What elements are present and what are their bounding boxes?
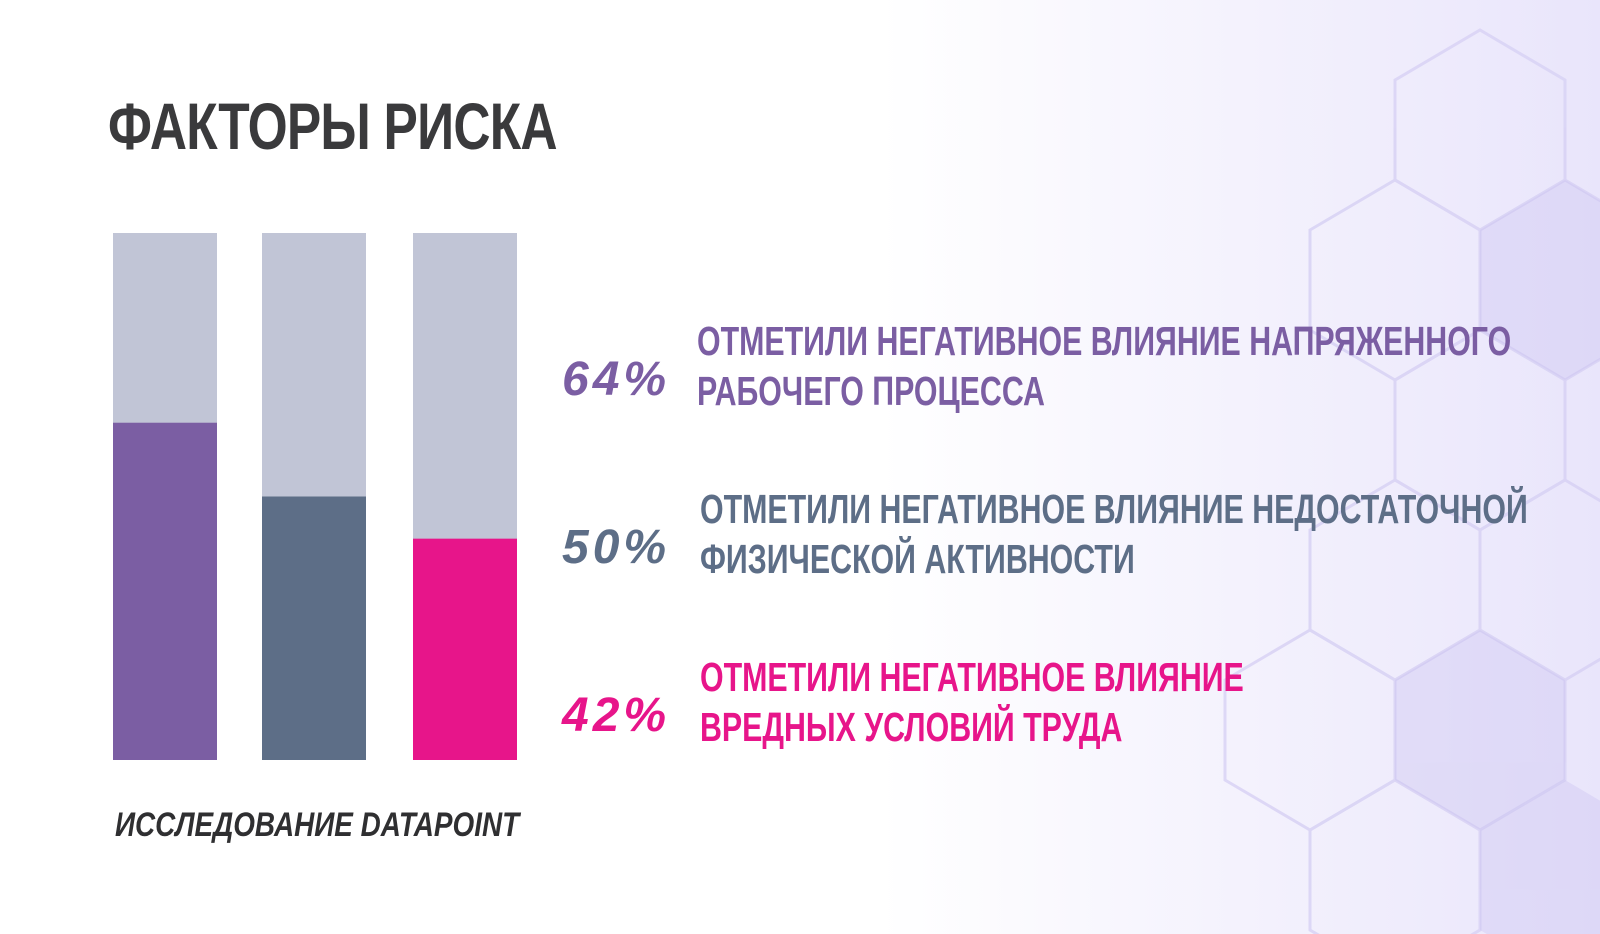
description-2-line-1: ОТМЕТИЛИ НЕГАТИВНОЕ ВЛИЯНИЕ НЕДОСТАТОЧНО… [700,486,1528,532]
source-note: ИССЛЕДОВАНИЕ DATAPOINT [115,806,520,844]
description-1-line-1: ОТМЕТИЛИ НЕГАТИВНОЕ ВЛИЯНИЕ НАПРЯЖЕННОГО [697,318,1512,364]
description-3-line-1: ОТМЕТИЛИ НЕГАТИВНОЕ ВЛИЯНИЕ [700,654,1244,700]
bar-1 [113,422,217,760]
bar-2 [262,496,366,760]
percent-label-2: 50% [562,521,671,574]
page-title: ФАКТОРЫ РИСКА [108,89,558,163]
description-3: ОТМЕТИЛИ НЕГАТИВНОЕ ВЛИЯНИЕ ВРЕДНЫХ УСЛО… [700,652,1244,752]
description-2: ОТМЕТИЛИ НЕГАТИВНОЕ ВЛИЯНИЕ НЕДОСТАТОЧНО… [700,484,1528,584]
percent-label-3: 42% [562,689,671,742]
description-2-line-2: ФИЗИЧЕСКОЙ АКТИВНОСТИ [700,536,1135,582]
percent-label-1: 64% [562,353,671,406]
bar-3 [413,538,517,760]
description-1-line-2: РАБОЧЕГО ПРОЦЕССА [697,368,1045,414]
description-3-line-2: ВРЕДНЫХ УСЛОВИЙ ТРУДА [700,704,1123,750]
description-1: ОТМЕТИЛИ НЕГАТИВНОЕ ВЛИЯНИЕ НАПРЯЖЕННОГО… [697,316,1511,416]
